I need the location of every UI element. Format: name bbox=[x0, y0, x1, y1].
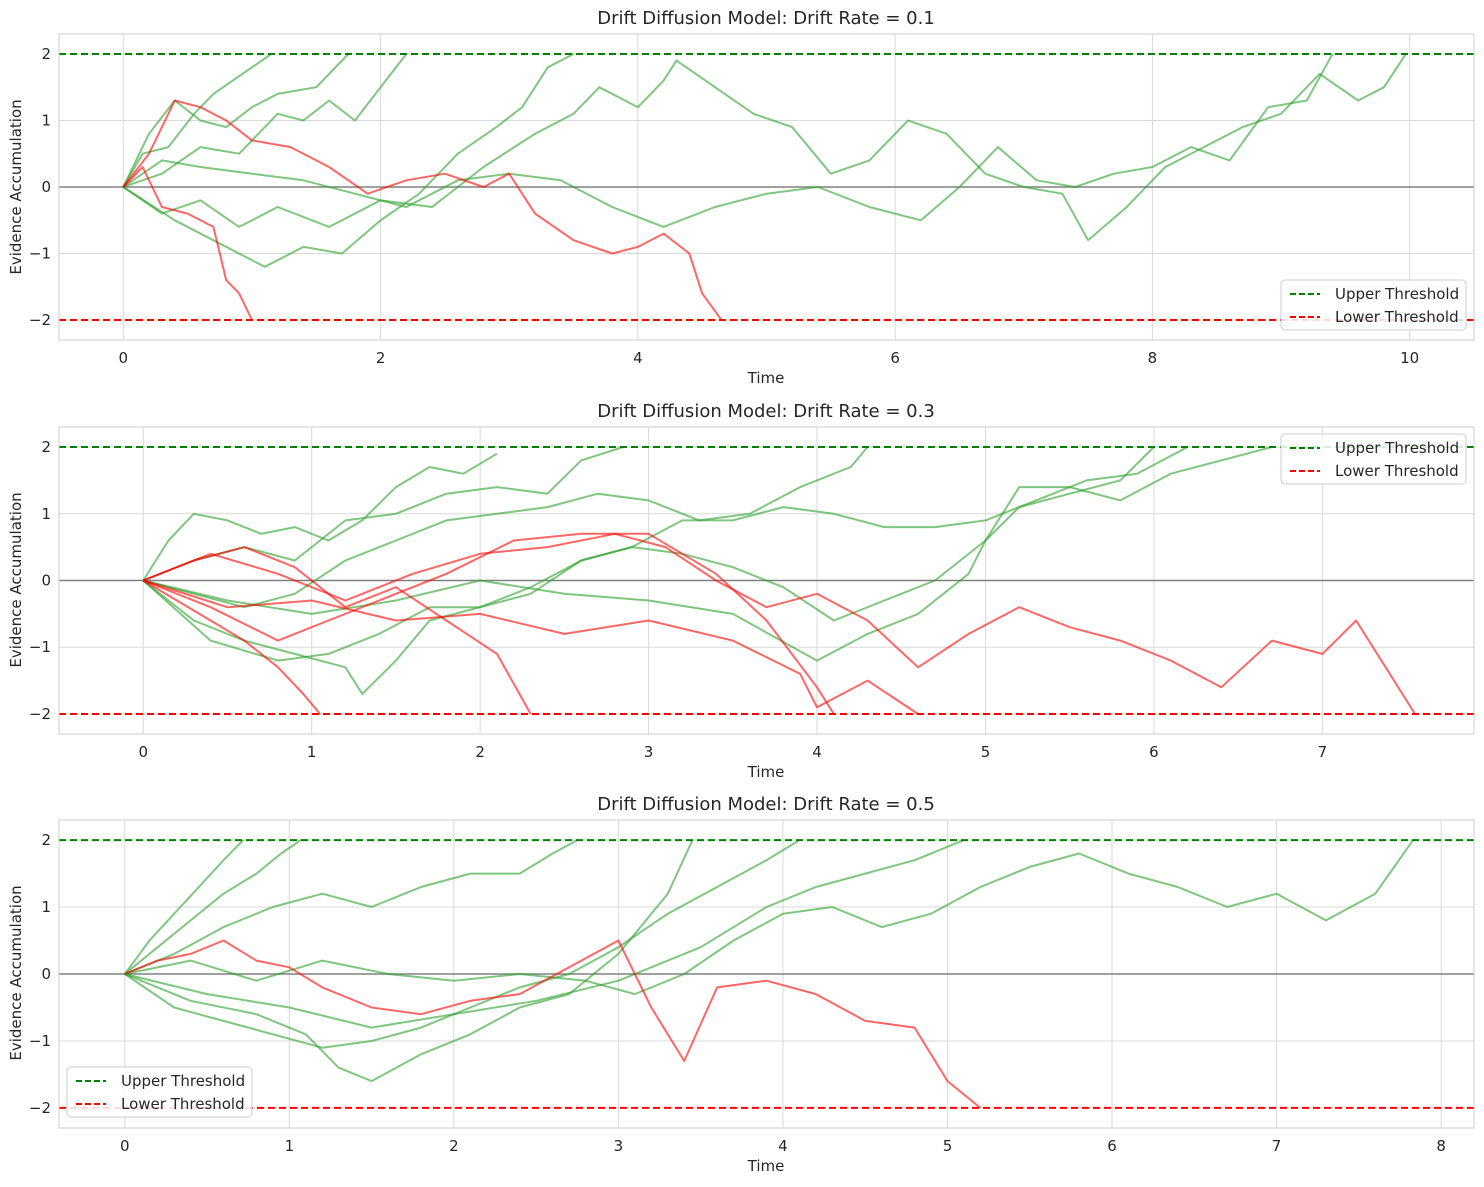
x-tick-label: 7 bbox=[1318, 743, 1328, 761]
trial-path-7 bbox=[122, 99, 723, 321]
legend-frame bbox=[66, 1066, 253, 1118]
x-tick-label: 8 bbox=[1436, 1137, 1446, 1155]
trial-path-8 bbox=[142, 532, 835, 715]
legend-frame bbox=[1280, 279, 1467, 331]
x-tick-label: 1 bbox=[307, 743, 317, 761]
legend: Upper Threshold Lower Threshold bbox=[66, 1066, 253, 1118]
trial-path-3 bbox=[122, 53, 574, 268]
trial-path-4 bbox=[124, 839, 800, 1049]
y-tick-label: −2 bbox=[29, 311, 51, 329]
trial-path-7 bbox=[124, 939, 982, 1109]
subplot-title: Drift Diffusion Model: Drift Rate = 0.3 bbox=[597, 401, 935, 422]
subplot-drift-0-1: Drift Diffusion Model: Drift Rate = 0.1 … bbox=[7, 8, 1475, 387]
subplot-drift-0-3: Drift Diffusion Model: Drift Rate = 0.3 … bbox=[7, 401, 1475, 781]
x-tick-label: 0 bbox=[119, 349, 129, 367]
trial-path-1 bbox=[122, 53, 350, 188]
x-tick-label: 5 bbox=[981, 743, 991, 761]
x-tick-label: 0 bbox=[120, 1137, 130, 1155]
trial-path-0 bbox=[142, 452, 498, 582]
subplot-drift-0-5: Drift Diffusion Model: Drift Rate = 0.5 … bbox=[7, 794, 1475, 1175]
y-tick-label: 0 bbox=[41, 965, 51, 983]
y-tick-label: 1 bbox=[41, 111, 51, 129]
plot-frame bbox=[58, 426, 1475, 735]
x-tick-label: 10 bbox=[1400, 349, 1419, 367]
trial-path-6 bbox=[142, 579, 321, 715]
legend-lower-label: Lower Threshold bbox=[1335, 308, 1459, 326]
x-tick-label: 2 bbox=[475, 743, 485, 761]
x-tick-label: 1 bbox=[285, 1137, 295, 1155]
trial-path-0 bbox=[122, 53, 272, 188]
legend-upper-label: Upper Threshold bbox=[1335, 439, 1459, 457]
legend-lower-label: Lower Threshold bbox=[1335, 462, 1459, 480]
y-tick-label: 0 bbox=[41, 572, 51, 590]
x-tick-label: 4 bbox=[633, 349, 643, 367]
legend: Upper Threshold Lower Threshold bbox=[1280, 433, 1467, 485]
subplot-title: Drift Diffusion Model: Drift Rate = 0.5 bbox=[597, 794, 935, 815]
y-tick-label: −1 bbox=[29, 638, 51, 656]
trial-path-0 bbox=[123, 839, 245, 975]
trial-path-6 bbox=[122, 166, 253, 321]
y-tick-label: 2 bbox=[41, 438, 51, 456]
y-tick-label: −1 bbox=[29, 1032, 51, 1050]
x-tick-label: 2 bbox=[449, 1137, 459, 1155]
trial-path-3 bbox=[124, 839, 694, 1083]
trial-path-9 bbox=[142, 579, 919, 715]
legend: Upper Threshold Lower Threshold bbox=[1280, 279, 1467, 331]
trial-path-1 bbox=[124, 839, 302, 975]
x-tick-label: 2 bbox=[376, 349, 386, 367]
x-tick-label: 6 bbox=[890, 349, 900, 367]
x-axis-label: Time bbox=[747, 369, 785, 387]
y-axis-label: Evidence Accumulation bbox=[7, 885, 25, 1060]
y-tick-label: 1 bbox=[41, 505, 51, 523]
y-tick-label: −2 bbox=[29, 705, 51, 723]
trial-path-7 bbox=[142, 546, 532, 715]
x-axis-label: Time bbox=[747, 763, 785, 781]
trial-path-2 bbox=[122, 53, 408, 188]
plot-frame bbox=[58, 33, 1475, 341]
x-tick-label: 3 bbox=[644, 743, 654, 761]
y-tick-label: −1 bbox=[29, 245, 51, 263]
x-tick-label: 7 bbox=[1272, 1137, 1282, 1155]
legend-frame bbox=[1280, 433, 1467, 485]
x-tick-label: 6 bbox=[1107, 1137, 1117, 1155]
x-tick-label: 8 bbox=[1148, 349, 1158, 367]
x-tick-label: 6 bbox=[1149, 743, 1159, 761]
x-tick-label: 3 bbox=[614, 1137, 624, 1155]
legend-lower-label: Lower Threshold bbox=[121, 1095, 245, 1113]
y-tick-label: 2 bbox=[41, 831, 51, 849]
y-axis-label: Evidence Accumulation bbox=[7, 492, 25, 667]
y-tick-label: 1 bbox=[41, 898, 51, 916]
plot-frame bbox=[58, 819, 1475, 1129]
y-tick-label: 0 bbox=[41, 178, 51, 196]
x-tick-label: 0 bbox=[138, 743, 148, 761]
y-axis-label: Evidence Accumulation bbox=[7, 99, 25, 274]
trial-path-6 bbox=[124, 839, 965, 1029]
trial-path-10 bbox=[142, 532, 1416, 715]
legend-upper-label: Upper Threshold bbox=[1335, 285, 1459, 303]
x-tick-label: 4 bbox=[778, 1137, 788, 1155]
trial-path-5 bbox=[124, 839, 1414, 996]
x-tick-label: 5 bbox=[943, 1137, 953, 1155]
x-axis-label: Time bbox=[747, 1157, 785, 1175]
trial-path-2 bbox=[142, 446, 869, 609]
y-tick-label: 2 bbox=[41, 45, 51, 63]
trial-path-4 bbox=[122, 53, 1407, 242]
trial-path-2 bbox=[124, 839, 578, 975]
x-tick-label: 4 bbox=[812, 743, 822, 761]
legend-upper-label: Upper Threshold bbox=[121, 1072, 245, 1090]
subplot-title: Drift Diffusion Model: Drift Rate = 0.1 bbox=[597, 8, 935, 29]
trial-path-5 bbox=[122, 53, 1334, 228]
y-tick-label: −2 bbox=[29, 1099, 51, 1117]
